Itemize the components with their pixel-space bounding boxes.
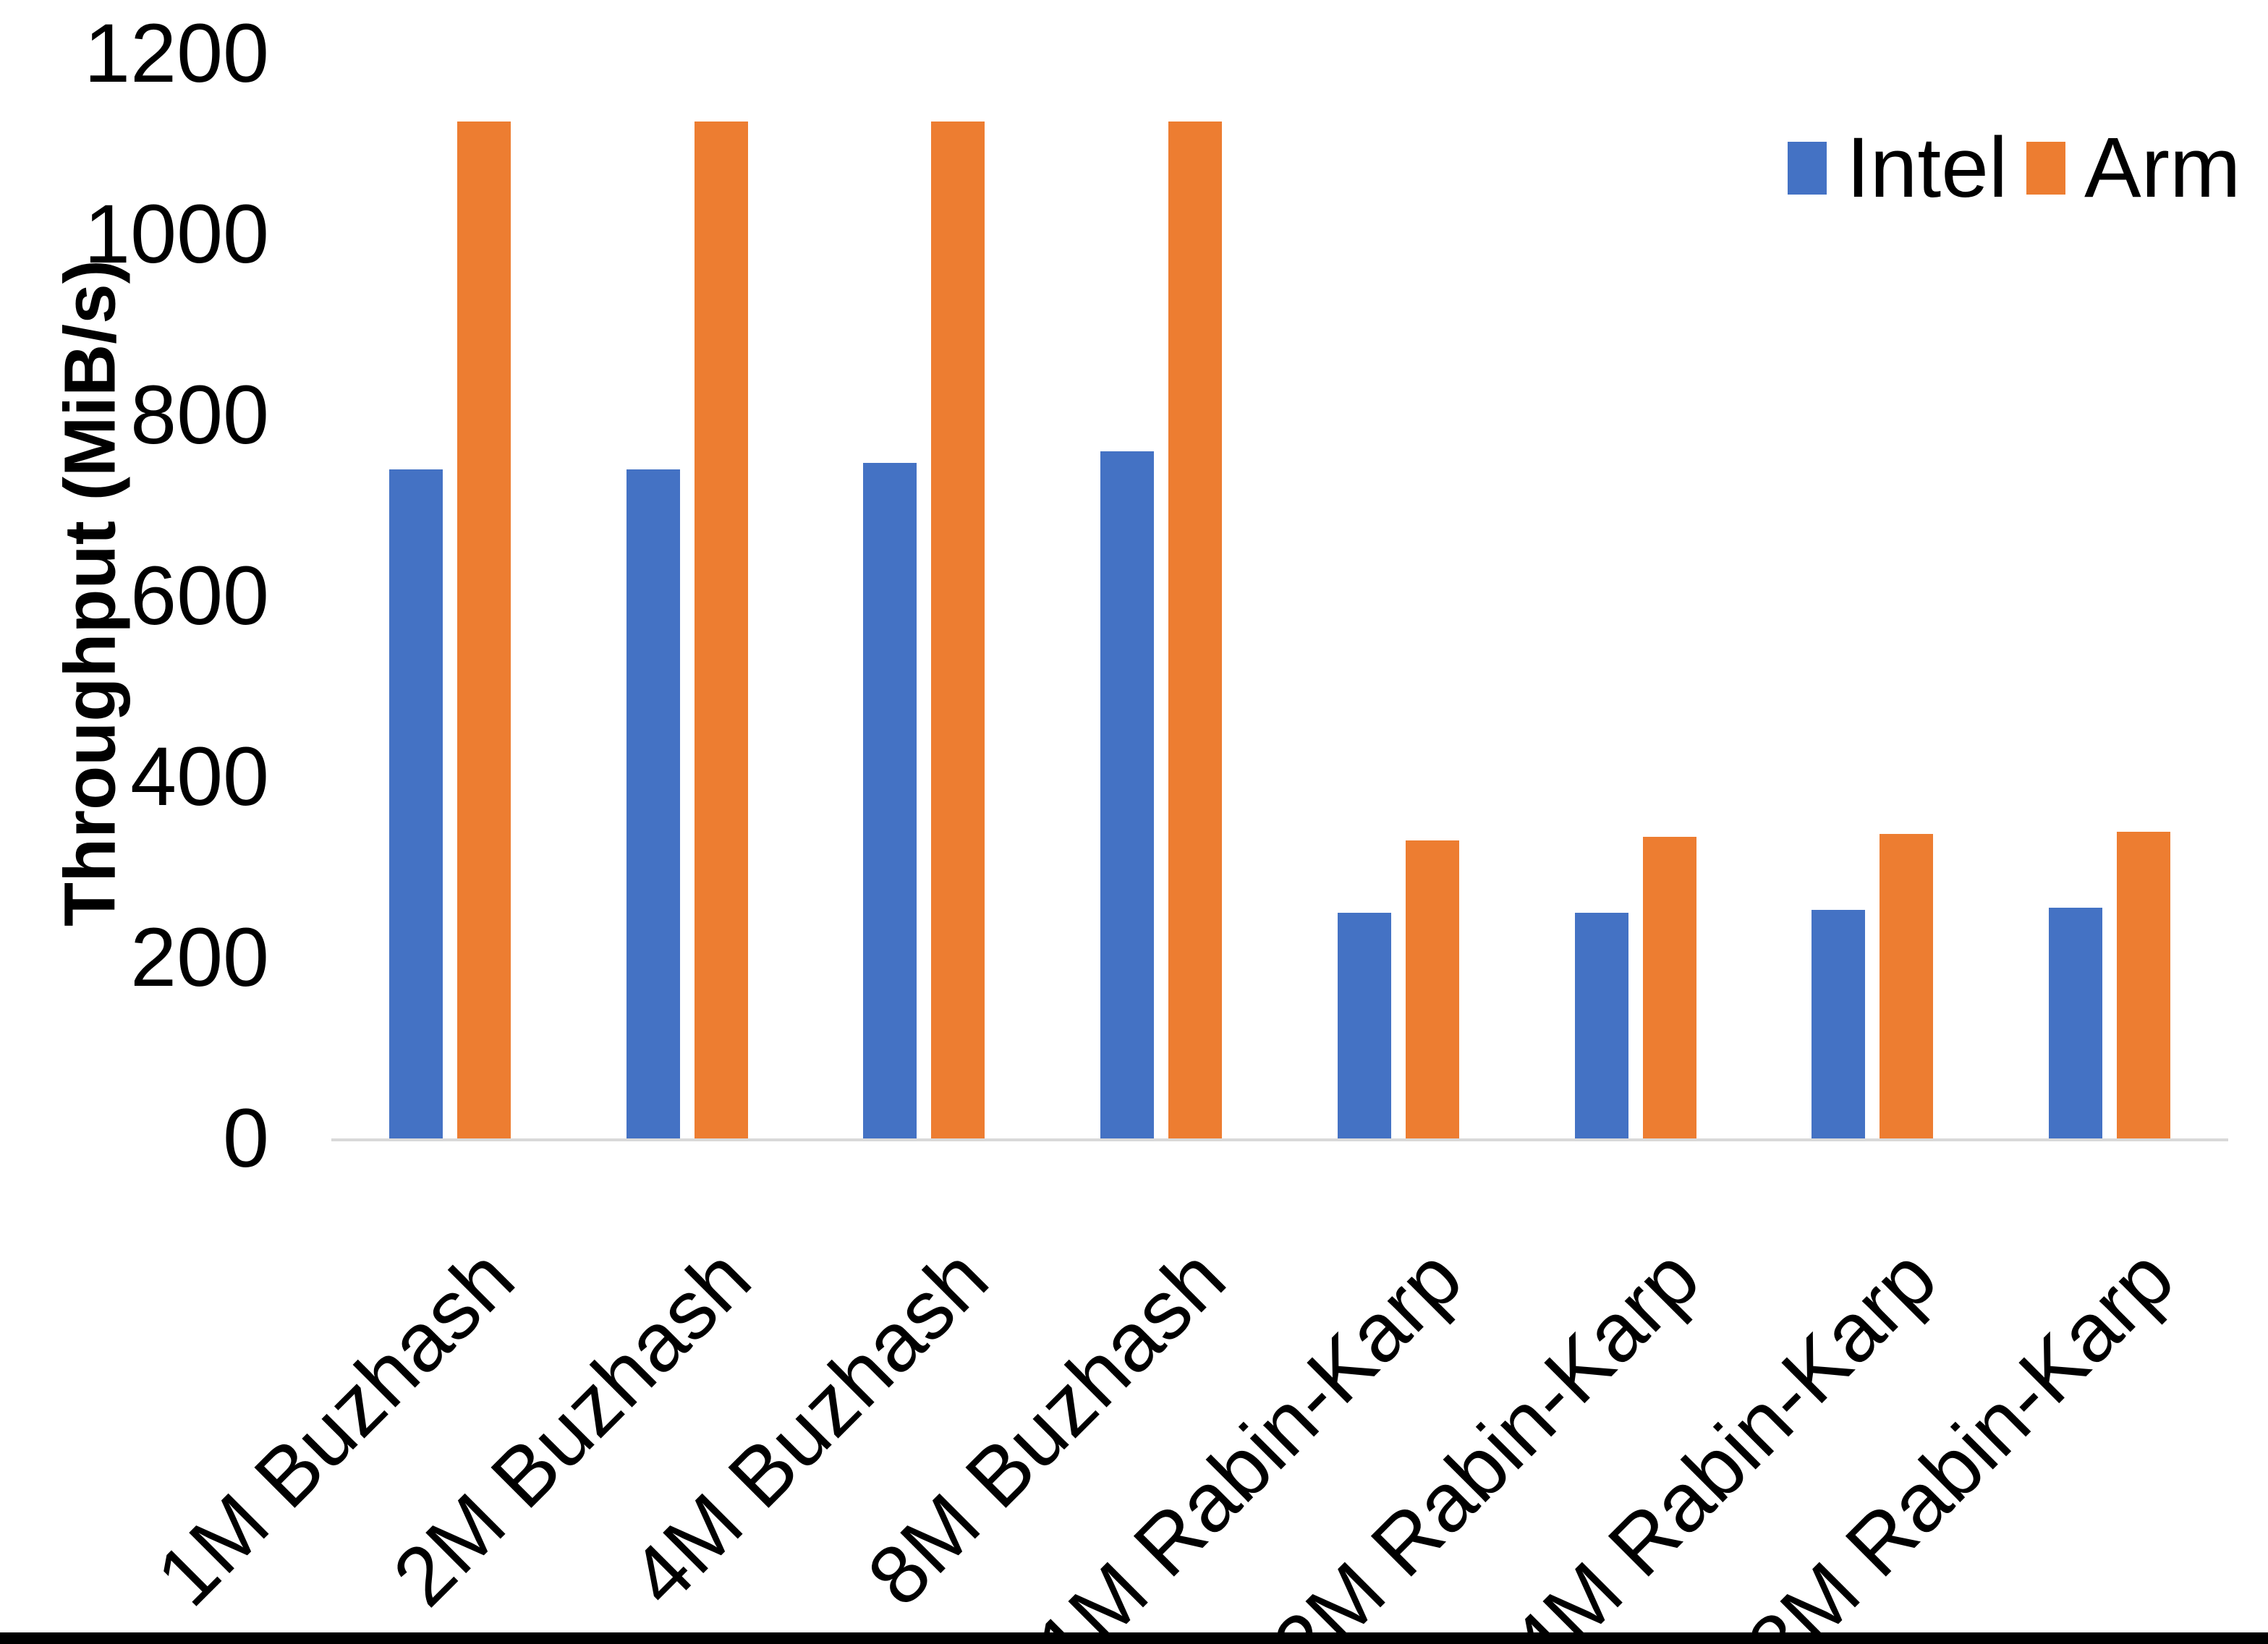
bar-arm-2m-buzhash	[694, 121, 748, 1138]
bar-arm-4m-buzhash	[931, 121, 985, 1138]
bar-arm-8m-buzhash	[1168, 121, 1223, 1138]
bar-arm-8m-rabin-karp	[2117, 832, 2171, 1138]
bar-intel-4m-buzhash	[863, 463, 917, 1138]
y-tick-label: 0	[223, 1092, 269, 1185]
legend-label-arm: Arm	[2084, 120, 2241, 216]
bar-intel-1m-buzhash	[388, 469, 443, 1138]
y-tick-label: 400	[130, 731, 269, 823]
legend-swatch-arm	[2026, 142, 2065, 195]
legend-label-intel: Intel	[1846, 120, 2008, 216]
y-tick-label: 200	[130, 911, 269, 1004]
bar-arm-1m-rabin-karp	[1405, 840, 1459, 1138]
bar-arm-4m-rabin-karp	[1880, 833, 1934, 1138]
y-tick-label: 1000	[84, 188, 269, 281]
bar-arm-2m-rabin-karp	[1642, 836, 1696, 1138]
x-axis-line	[331, 1138, 2228, 1141]
y-tick-label: 1200	[84, 7, 269, 100]
y-tick-label: 800	[130, 369, 269, 461]
bar-arm-1m-buzhash	[456, 121, 511, 1138]
bar-intel-8m-buzhash	[1100, 451, 1155, 1138]
y-tick-label: 600	[130, 550, 269, 642]
bar-intel-8m-rabin-karp	[2049, 908, 2103, 1138]
bar-intel-2m-rabin-karp	[1574, 912, 1628, 1138]
bar-intel-2m-buzhash	[626, 469, 680, 1138]
bar-intel-4m-rabin-karp	[1812, 909, 1866, 1138]
bar-intel-1m-rabin-karp	[1337, 912, 1391, 1138]
legend-swatch-intel	[1788, 142, 1827, 195]
bottom-border	[0, 1632, 2268, 1644]
